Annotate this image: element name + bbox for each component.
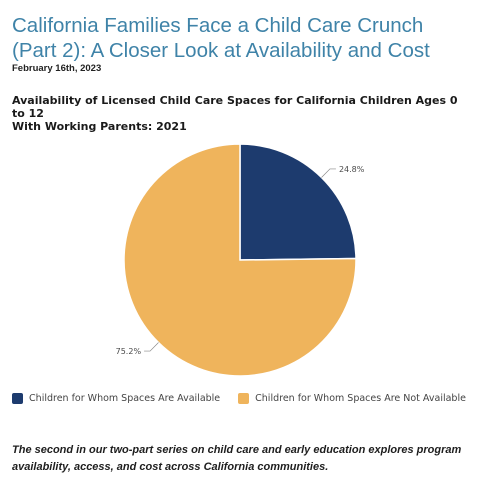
pie-slice-available[interactable] — [239, 143, 357, 261]
legend-item-not-available[interactable]: Children for Whom Spaces Are Not Availab… — [238, 393, 466, 404]
pie-chart: 24.8% 75.2% — [116, 143, 365, 377]
article-title-line-2: (Part 2): A Closer Look at Availability … — [12, 39, 430, 62]
legend-item-available[interactable]: Children for Whom Spaces Are Available — [12, 393, 220, 404]
article-date: February 16th, 2023 — [12, 63, 102, 74]
pie-slice-not-available[interactable] — [123, 143, 357, 377]
article-title-line-1: California Families Face a Child Care Cr… — [12, 14, 424, 37]
pie-label-not-available-leader — [144, 342, 159, 352]
legend-swatch-available — [12, 393, 24, 404]
pie-label-available-leader — [321, 168, 336, 178]
chart-title: Availability of Licensed Child Care Spac… — [12, 94, 472, 133]
article-description: The second in our two-part series on chi… — [12, 444, 462, 473]
legend-label-available: Children for Whom Spaces Are Available — [29, 393, 221, 404]
chart-title-line-2: With Working Parents: 2021 — [12, 120, 187, 133]
pie-label-available: 24.8% — [339, 165, 365, 174]
pie-label-not-available: 75.2% — [116, 347, 142, 356]
legend-label-not-available: Children for Whom Spaces Are Not Availab… — [255, 393, 466, 404]
legend-swatch-not-available — [238, 393, 250, 404]
article-title: California Families Face a Child Care Cr… — [12, 13, 472, 63]
chart-legend: Children for Whom Spaces Are Available C… — [0, 393, 478, 404]
chart-title-line-1: Availability of Licensed Child Care Spac… — [12, 94, 458, 120]
